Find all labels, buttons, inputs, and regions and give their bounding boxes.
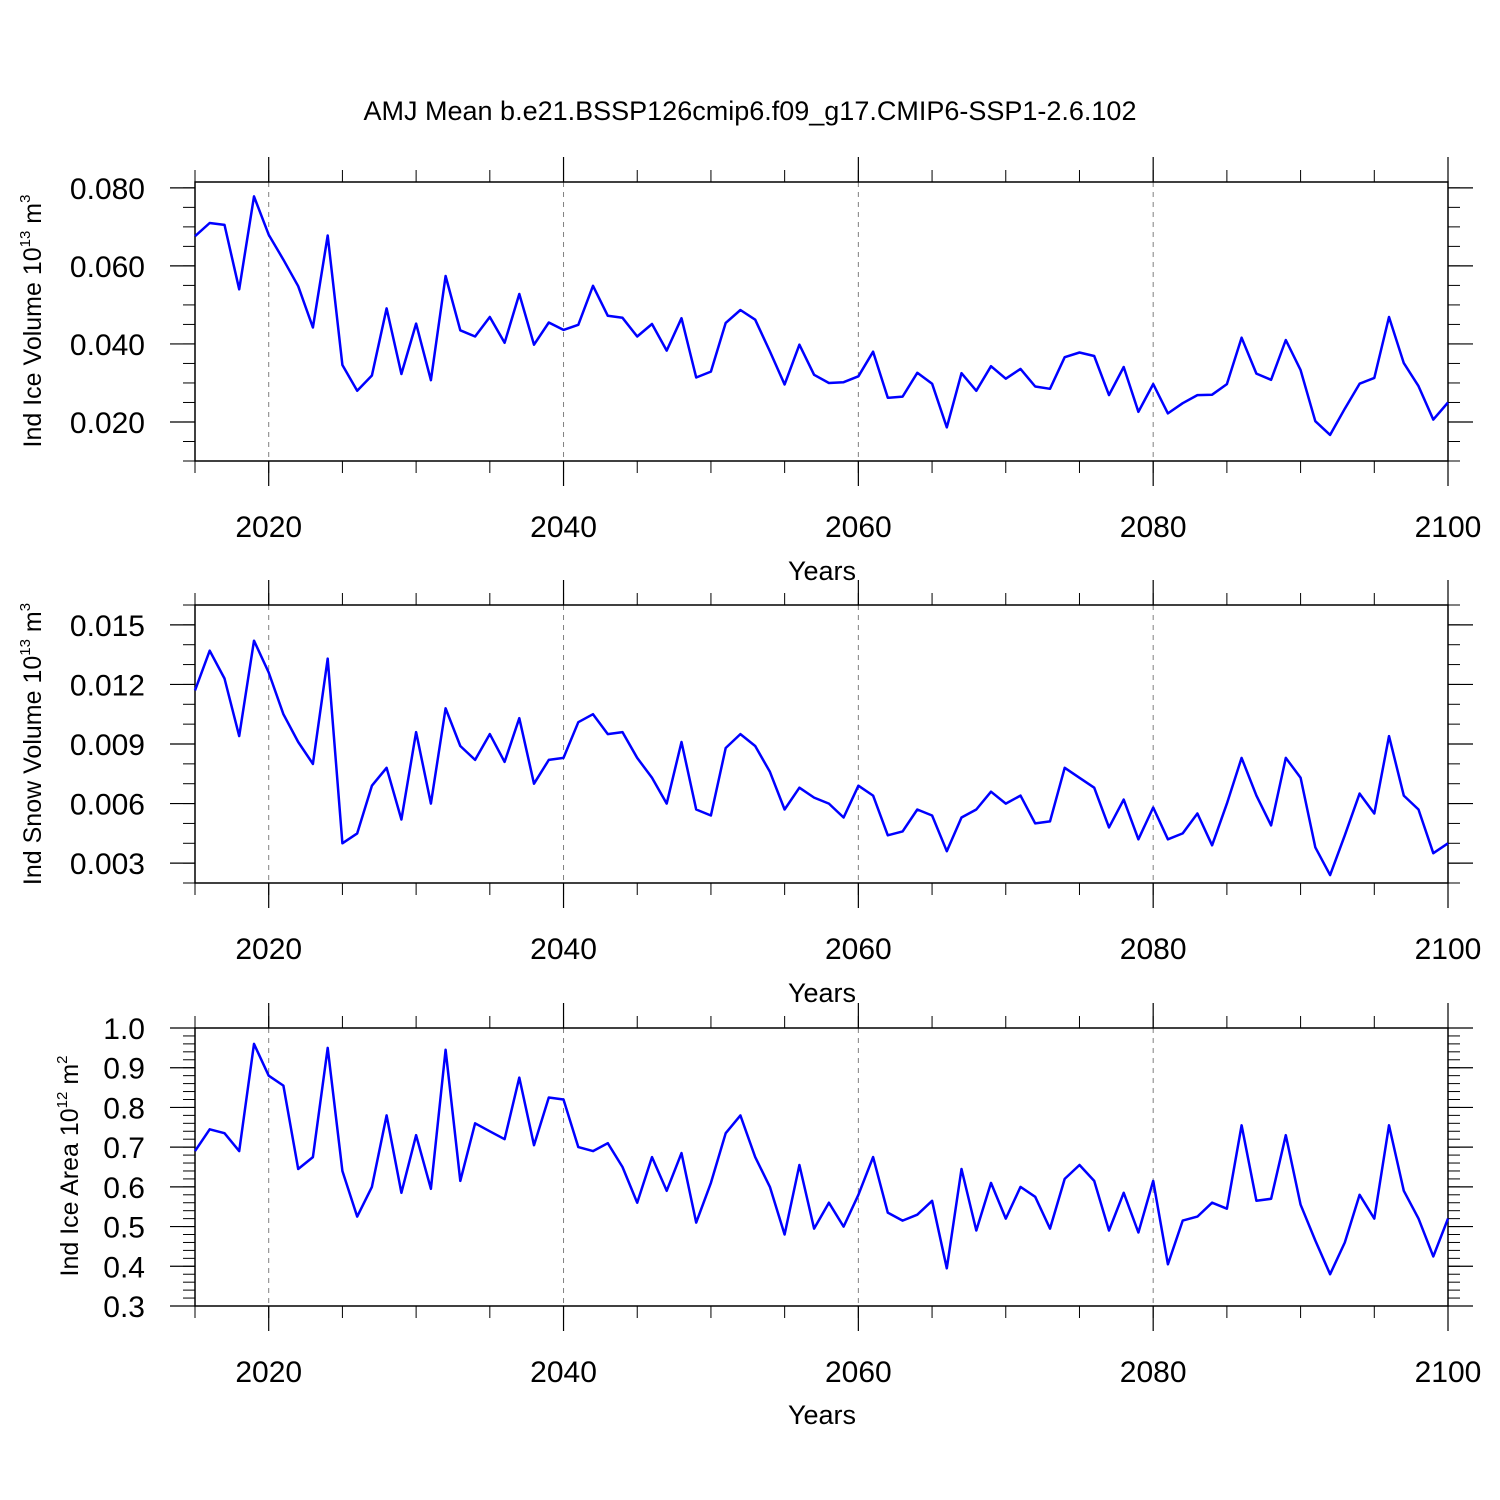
y-tick-label: 0.003 [70, 848, 145, 881]
x-tick-label: 2080 [1120, 933, 1187, 966]
y-tick-label: 0.4 [103, 1251, 145, 1284]
y-tick-label: 0.009 [70, 729, 145, 762]
series-line [193, 1042, 1450, 1276]
x-tick-label: 2020 [235, 1356, 302, 1389]
panel-snow-volume: 2020 2040 2060 2080 2100 0.003 0.006 0.009 0.012… [17, 580, 1481, 1008]
panel-ice-area-xlabel: Years [788, 1400, 856, 1430]
y-tick-label: 0.006 [70, 789, 145, 822]
x-tick-label: 2040 [530, 511, 597, 544]
y-tick-label: 0.3 [103, 1291, 145, 1324]
x-tick-label: 2020 [235, 511, 302, 544]
series-line [194, 195, 1449, 437]
x-tick-label: 2040 [530, 1356, 597, 1389]
x-tick-label: 2100 [1415, 1356, 1482, 1389]
x-tick-label: 2020 [235, 933, 302, 966]
panel-ice-area-plot-area: 2020 2040 2060 2080 2100 0.3 0.4 0.5 0.6 0.7 0.8 0.… [103, 1003, 1481, 1389]
y-tick-label: 0.060 [70, 251, 145, 284]
panel-ice-area: 2020 2040 2060 2080 2100 0.3 0.4 0.5 0.6 0.7 0.8 0.… [54, 1003, 1481, 1430]
y-tick-label: 0.5 [103, 1212, 145, 1245]
panel-ice-volume-xlabel: Years [788, 556, 856, 586]
y-tick-label: 0.6 [103, 1172, 145, 1205]
x-tick-label: 2080 [1120, 1356, 1187, 1389]
figure-title: AMJ Mean b.e21.BSSP126cmip6.f09_g17.CMIP… [364, 96, 1137, 126]
plot-frame [194, 181, 1449, 462]
y-tick-label: 0.9 [103, 1053, 145, 1086]
y-tick-label: 0.020 [70, 407, 145, 440]
panel-snow-volume-plot-area: 2020 2040 2060 2080 2100 0.003 0.006 0.009 0.012… [70, 580, 1481, 966]
x-tick-label: 2040 [530, 933, 597, 966]
panel-ice-volume: 2020 2040 2060 2080 2100 0.020 0.040 0.060 0.080… [17, 157, 1481, 586]
panel-snow-volume-text: Years Ind Snow Volume 1013 m3 [17, 603, 856, 1008]
y-tick-label: 0.015 [70, 610, 145, 643]
panel-ice-volume-ylabel: Ind Ice Volume 1013 m3 [17, 195, 47, 448]
panel-ice-area-ylabel: Ind Ice Area 1012 m2 [54, 1056, 84, 1277]
y-tick-label: 0.8 [103, 1092, 145, 1125]
x-tick-label: 2060 [825, 1356, 892, 1389]
panel-ice-area-text: Years Ind Ice Area 1012 m2 [54, 1056, 856, 1431]
panel-ice-volume-text: Years Ind Ice Volume 1013 m3 [17, 195, 856, 586]
x-tick-label: 2080 [1120, 511, 1187, 544]
panel-ice-volume-plot-area: 2020 2040 2060 2080 2100 0.020 0.040 0.060 0.080 [70, 157, 1481, 544]
series-line [193, 639, 1449, 877]
x-tick-label: 2060 [825, 933, 892, 966]
y-tick-label: 0.7 [103, 1132, 145, 1165]
y-tick-label: 0.012 [70, 669, 145, 702]
x-tick-label: 2100 [1415, 511, 1482, 544]
panel-snow-volume-xlabel: Years [788, 978, 856, 1008]
y-tick-label: 1.0 [103, 1013, 145, 1046]
x-tick-label: 2100 [1415, 933, 1482, 966]
x-tick-label: 2060 [825, 511, 892, 544]
panel-snow-volume-ylabel: Ind Snow Volume 1013 m3 [17, 603, 47, 885]
y-tick-label: 0.040 [70, 329, 145, 362]
y-tick-label: 0.080 [70, 173, 145, 206]
plot-frame [194, 1027, 1449, 1307]
